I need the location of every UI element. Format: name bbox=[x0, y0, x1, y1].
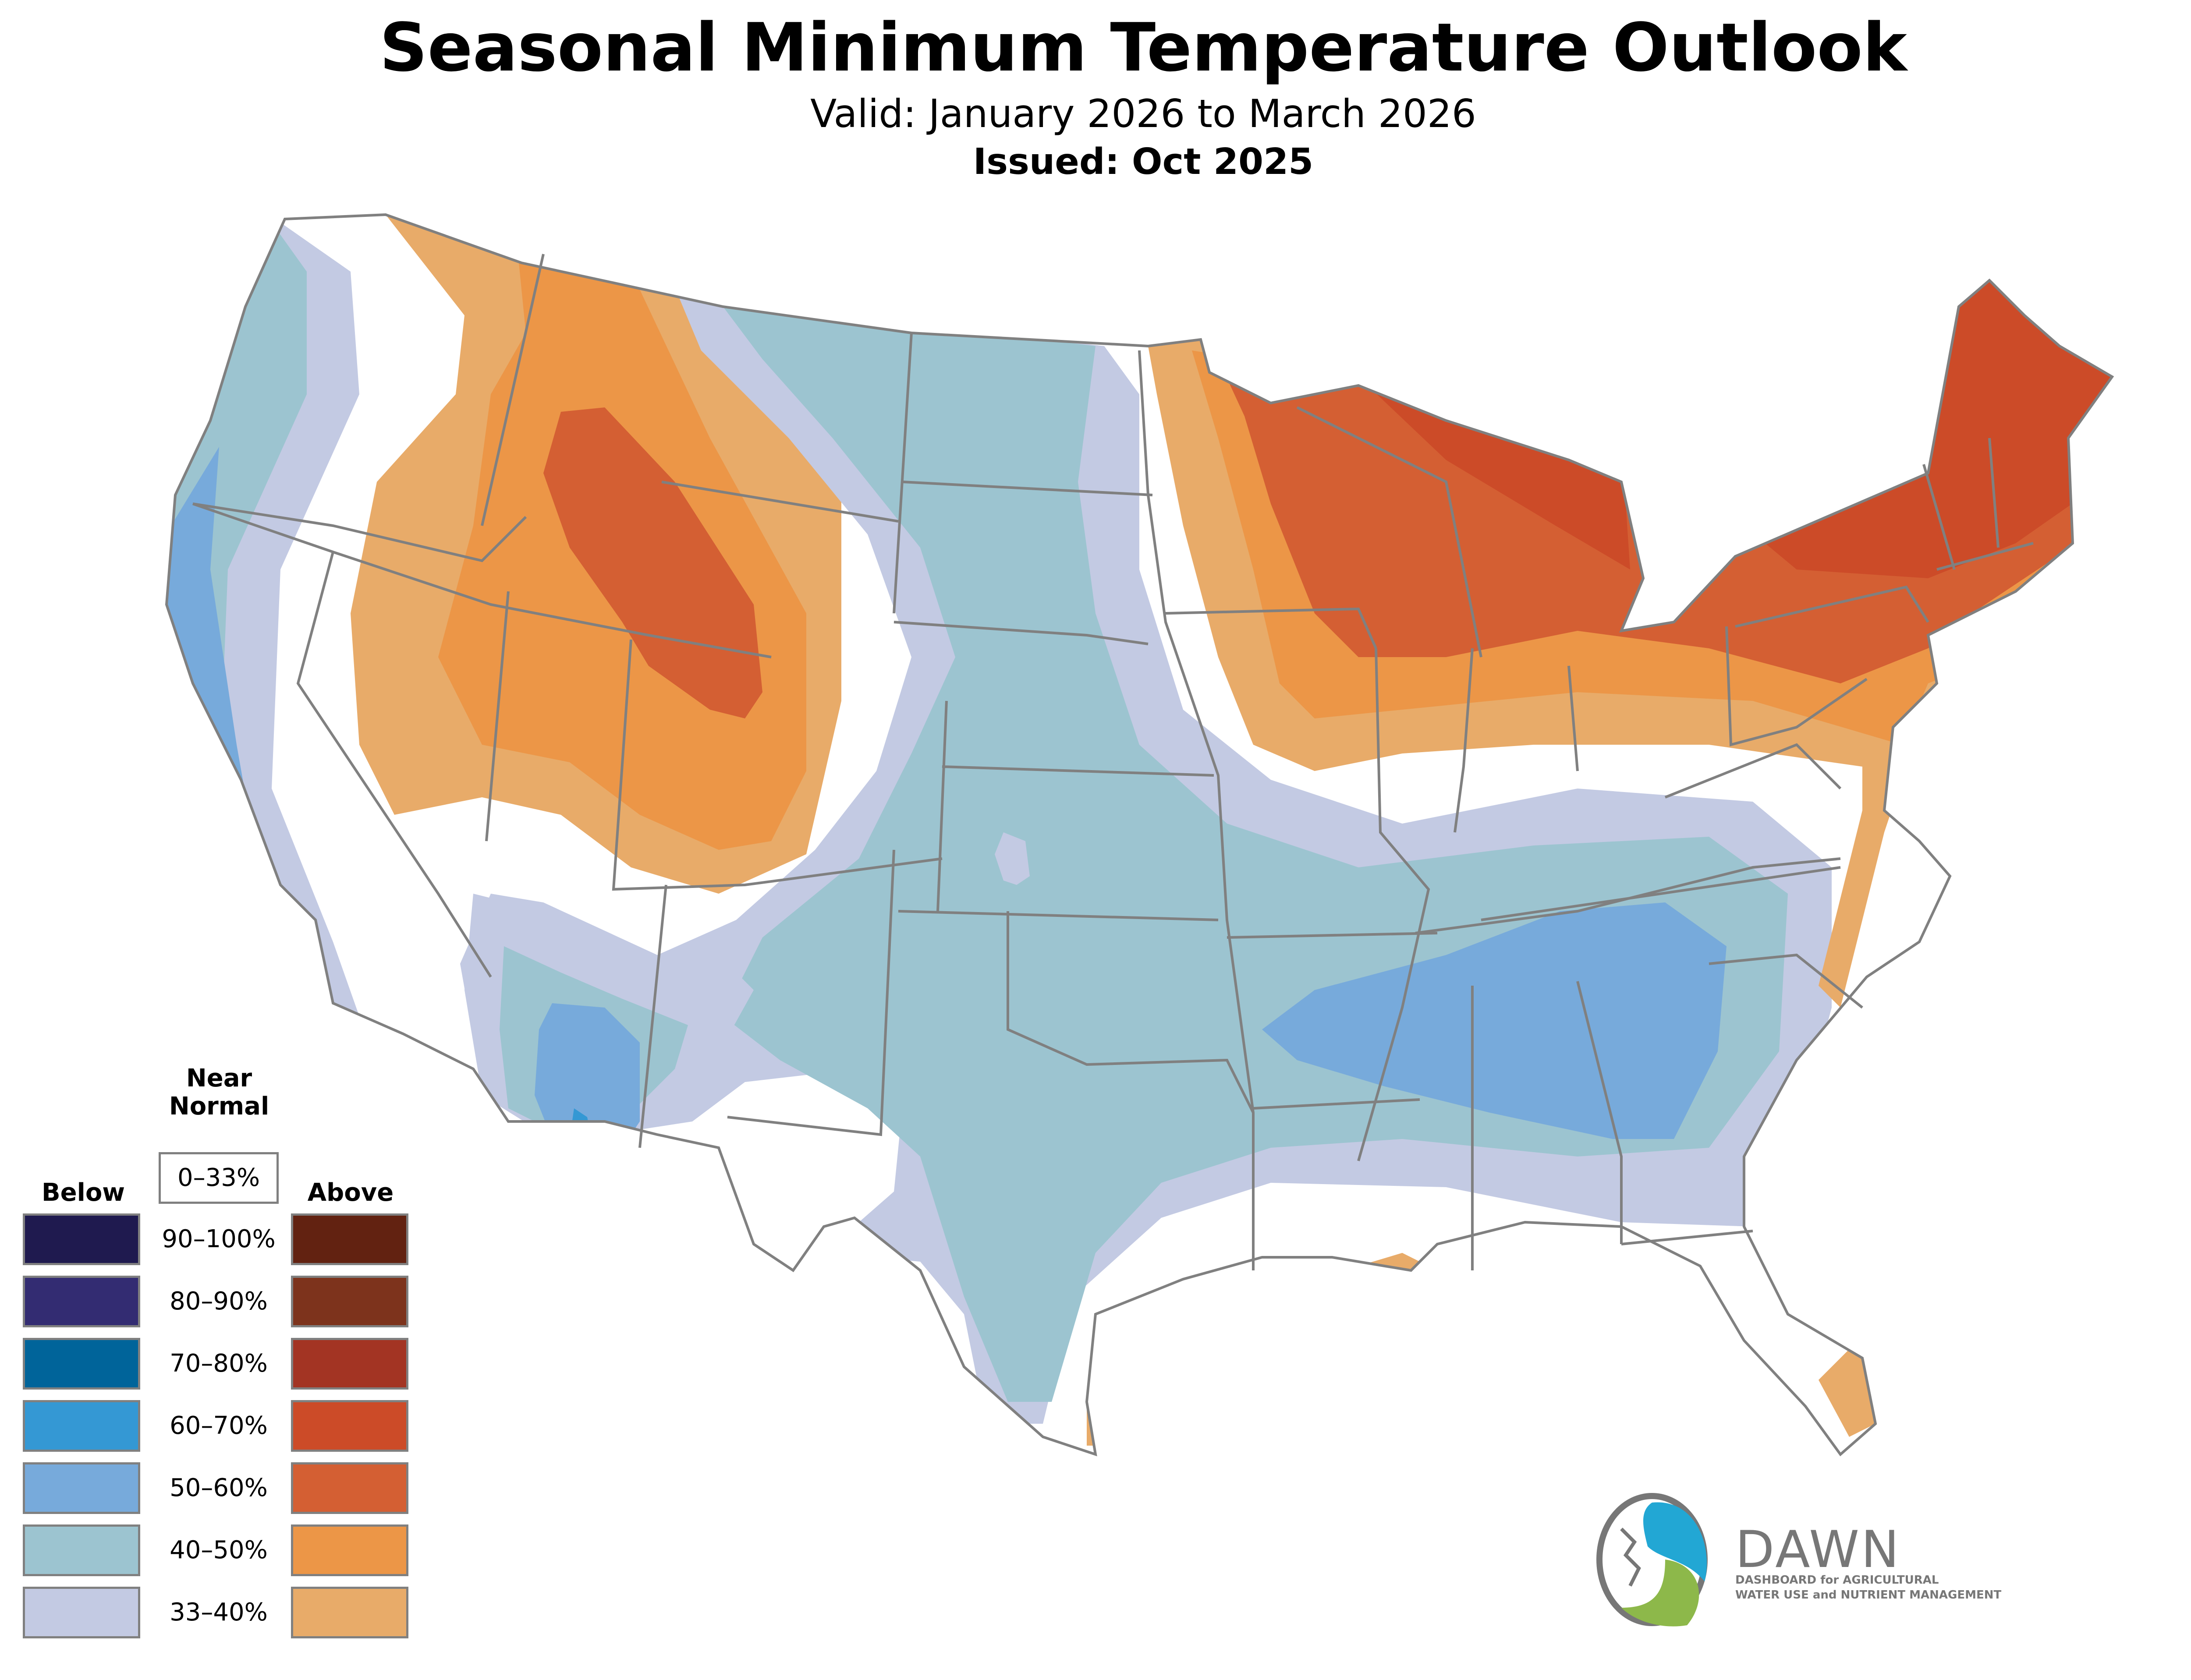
legend-range-label: 60–70% bbox=[170, 1411, 268, 1440]
border-nm-tx bbox=[727, 849, 895, 1136]
border-az-nm bbox=[638, 884, 667, 1148]
region-below-50-60-southwest bbox=[535, 1003, 640, 1148]
border-il-in bbox=[1454, 648, 1474, 833]
border-va-nc bbox=[1481, 866, 1841, 921]
legend-below-swatch bbox=[23, 1338, 140, 1390]
map-title: Seasonal Minimum Temperature Outlook bbox=[379, 9, 1907, 86]
border-ar-la bbox=[1253, 1098, 1420, 1110]
legend-range-label: 90–100% bbox=[162, 1225, 276, 1253]
border-mt-wy bbox=[661, 481, 899, 523]
legend-above-heading: Above bbox=[307, 1178, 394, 1207]
legend-range-label: 80–90% bbox=[170, 1287, 268, 1316]
legend-below-heading: Below bbox=[41, 1178, 125, 1207]
border-tn-ms-al bbox=[1471, 981, 1623, 1270]
legend-above-swatch bbox=[291, 1587, 408, 1638]
border-ny-vt-nh bbox=[1922, 438, 2000, 570]
logo-subtitle: DASHBOARD for AGRICULTURAL WATER USE and… bbox=[1735, 1573, 2001, 1602]
dawn-logo-mark bbox=[1596, 1493, 1708, 1627]
legend-above-swatch bbox=[291, 1524, 408, 1576]
border-nv-ut bbox=[485, 591, 510, 842]
legend-near-label: Near bbox=[186, 1064, 252, 1093]
probability-regions bbox=[167, 215, 2112, 1446]
border-ny-pa bbox=[1735, 585, 1929, 628]
border-nd-sd bbox=[902, 481, 1153, 496]
legend-range-label: 40–50% bbox=[170, 1536, 268, 1564]
legend-above-swatch bbox=[291, 1462, 408, 1514]
legend-below-swatch bbox=[23, 1587, 140, 1638]
legend-below-swatch bbox=[23, 1276, 140, 1327]
border-ky-tn bbox=[1415, 857, 1841, 934]
legend-above-swatch bbox=[291, 1276, 408, 1327]
border-ca-nv bbox=[296, 552, 492, 978]
border-oh-pa bbox=[1725, 626, 1868, 746]
legend-below-swatch bbox=[23, 1462, 140, 1514]
border-ne-ks bbox=[942, 765, 1214, 777]
region-below-40-50-central bbox=[723, 307, 1788, 1402]
legend-below-swatch bbox=[23, 1400, 140, 1452]
border-id-mt bbox=[481, 254, 545, 526]
legend-range-label: 50–60% bbox=[170, 1474, 268, 1502]
border-minn-dakotas bbox=[1138, 350, 1255, 1270]
valid-period: Valid: January 2026 to March 2026 bbox=[810, 91, 1476, 136]
issued-date: Issued: Oct 2025 bbox=[973, 141, 1314, 183]
border-mt-nd bbox=[893, 332, 913, 614]
legend-range-label: 70–80% bbox=[170, 1349, 268, 1378]
region-above-33-40-gulf bbox=[1315, 1253, 1464, 1297]
border-ma bbox=[1936, 542, 2034, 571]
border-mo-ar bbox=[1227, 932, 1438, 939]
legend-below-swatch bbox=[23, 1213, 140, 1265]
border-ut-co bbox=[612, 639, 943, 891]
border-nc-sc bbox=[1709, 953, 1863, 1009]
logo-subtitle-line-2: WATER USE and NUTRIENT MANAGEMENT bbox=[1735, 1588, 2002, 1602]
legend-above-swatch bbox=[291, 1338, 408, 1390]
border-ok-tx bbox=[1007, 911, 1255, 1114]
border-or-ca-nv bbox=[192, 502, 772, 658]
border-ga-fl bbox=[1621, 1230, 1753, 1245]
region-above-50-60-northwest bbox=[543, 407, 762, 718]
logo-blue-drop bbox=[1643, 1502, 1707, 1581]
border-ms-river bbox=[1357, 648, 1430, 1161]
legend-below-swatch bbox=[23, 1524, 140, 1576]
legend-above-swatch bbox=[291, 1213, 408, 1265]
border-in-oh bbox=[1567, 665, 1579, 771]
border-wi-mi bbox=[1296, 406, 1482, 658]
logo-green-leaf bbox=[1621, 1560, 1699, 1627]
region-below-50-60-southeast bbox=[1262, 902, 1727, 1139]
border-sd-ne bbox=[893, 621, 1149, 645]
border-wv-va bbox=[1664, 743, 1842, 799]
logo-dawn-text: DAWN bbox=[1735, 1520, 1901, 1579]
region-below-33-40-kansas-spot bbox=[995, 832, 1030, 885]
legend-range-label: 33–40% bbox=[170, 1598, 268, 1627]
region-above-33-40-florida bbox=[1819, 1336, 1875, 1437]
legend-near-normal-heading: Near Normal bbox=[149, 1065, 289, 1121]
logo-subtitle-line-1: DASHBOARD for AGRICULTURAL bbox=[1735, 1574, 1939, 1587]
logo-circuit-traces bbox=[1620, 1528, 1641, 1587]
border-ia-mo bbox=[1165, 607, 1377, 649]
legend-above-swatch bbox=[291, 1400, 408, 1452]
border-co-ks bbox=[936, 700, 948, 912]
legend-normal-label: Normal bbox=[169, 1092, 269, 1121]
state-borders bbox=[167, 215, 2112, 1454]
legend-near-normal-swatch: 0–33% bbox=[159, 1152, 279, 1204]
border-wa-or bbox=[192, 502, 527, 562]
border-ks-ok bbox=[898, 910, 1219, 921]
